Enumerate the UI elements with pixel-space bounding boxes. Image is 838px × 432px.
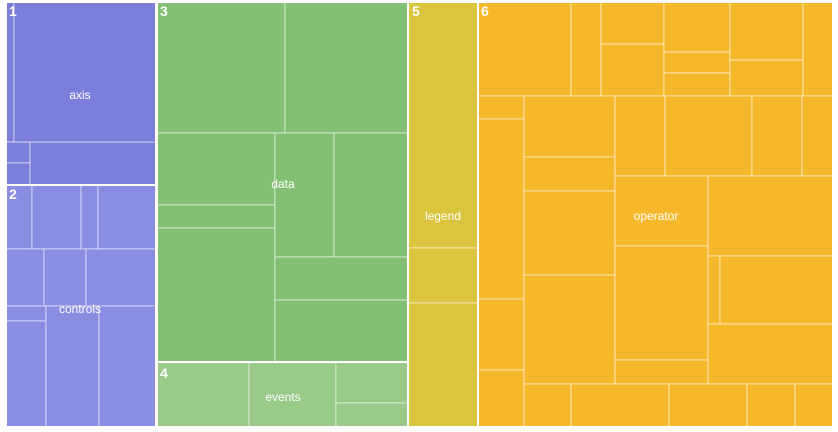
treemap-cell[interactable] <box>29 141 157 186</box>
treemap-cell[interactable] <box>477 95 525 120</box>
treemap-cell[interactable] <box>85 248 157 307</box>
treemap-cell[interactable] <box>333 132 409 258</box>
treemap-cell[interactable] <box>523 274 616 385</box>
treemap-group-operator[interactable]: 6 operator <box>477 1 834 428</box>
treemap-cell[interactable] <box>719 255 834 325</box>
treemap-cell[interactable] <box>663 1 731 53</box>
group-name-label: data <box>271 177 295 191</box>
treemap-cell[interactable] <box>523 95 616 158</box>
treemap-cell[interactable] <box>614 175 709 247</box>
treemap-cell[interactable] <box>5 1 15 143</box>
treemap-group-events[interactable]: 4 events <box>156 361 409 428</box>
treemap-cell[interactable] <box>477 369 525 428</box>
treemap-cell[interactable] <box>523 190 616 276</box>
treemap-cell[interactable] <box>43 248 87 307</box>
treemap-cell[interactable] <box>274 256 409 301</box>
treemap-cell[interactable] <box>570 383 670 428</box>
treemap-cell[interactable] <box>5 248 45 307</box>
treemap-cell[interactable] <box>407 302 479 428</box>
treemap-cell[interactable] <box>668 383 748 428</box>
treemap-cell[interactable] <box>45 305 100 428</box>
treemap-cell[interactable] <box>477 1 572 97</box>
treemap-cell[interactable] <box>156 204 276 229</box>
treemap-cell[interactable] <box>746 383 796 428</box>
treemap-cell[interactable] <box>156 1 286 134</box>
treemap-group-controls[interactable]: 2 controls <box>5 184 157 428</box>
treemap-cell[interactable] <box>729 59 804 97</box>
treemap-cell[interactable] <box>407 247 479 304</box>
treemap-cell[interactable] <box>663 51 731 74</box>
group-number-label: 1 <box>9 3 17 19</box>
group-name-label: events <box>265 390 300 404</box>
treemap-cell[interactable] <box>407 1 479 249</box>
treemap-cell[interactable] <box>802 1 834 97</box>
treemap-group-legend[interactable]: 5 legend <box>407 1 479 428</box>
treemap-cell[interactable] <box>614 95 666 177</box>
group-name-label: controls <box>59 302 101 316</box>
treemap-cell[interactable] <box>523 383 572 428</box>
group-name-label: axis <box>69 88 90 102</box>
treemap-cell[interactable] <box>794 383 834 428</box>
group-number-label: 3 <box>160 3 168 19</box>
treemap-group-data[interactable]: 3 data <box>156 1 409 363</box>
treemap-cell[interactable] <box>801 95 834 177</box>
group-number-label: 5 <box>412 3 420 19</box>
group-name-label: legend <box>425 209 461 223</box>
treemap-cell[interactable] <box>707 255 721 325</box>
treemap-cell[interactable] <box>156 227 276 363</box>
treemap-cell[interactable] <box>663 72 731 97</box>
treemap-cell[interactable] <box>523 156 616 192</box>
treemap-cell[interactable] <box>600 1 665 45</box>
treemap-cell[interactable] <box>614 245 709 361</box>
treemap-cell[interactable] <box>274 132 335 258</box>
treemap-cell[interactable] <box>97 184 157 250</box>
treemap-cell[interactable] <box>5 305 47 322</box>
treemap-cell[interactable] <box>156 361 250 428</box>
treemap-group-border <box>477 1 834 428</box>
treemap-cell[interactable] <box>98 305 157 428</box>
treemap-cell[interactable] <box>707 323 834 385</box>
treemap-cell[interactable] <box>5 141 31 164</box>
group-number-label: 4 <box>160 365 168 381</box>
treemap-cell[interactable] <box>707 175 834 257</box>
group-number-label: 6 <box>481 3 489 19</box>
treemap-cell[interactable] <box>570 1 602 97</box>
treemap-cell[interactable] <box>274 299 409 363</box>
treemap-group-axis[interactable]: 1 axis <box>5 1 157 186</box>
treemap-cell[interactable] <box>5 162 31 186</box>
treemap-cell[interactable] <box>600 43 665 97</box>
treemap-cell[interactable] <box>477 298 525 371</box>
treemap-cell[interactable] <box>5 320 47 428</box>
treemap-cell[interactable] <box>664 95 753 177</box>
group-name-label: operator <box>634 209 679 223</box>
treemap-cell[interactable] <box>31 184 82 250</box>
treemap-cell[interactable] <box>477 118 525 300</box>
group-number-label: 2 <box>9 186 17 202</box>
treemap-cell[interactable] <box>335 402 409 428</box>
treemap-cell[interactable] <box>80 184 99 250</box>
treemap-cell[interactable] <box>729 1 804 61</box>
treemap-cell[interactable] <box>751 95 803 177</box>
treemap-cell[interactable] <box>284 1 409 134</box>
treemap-cell[interactable] <box>156 132 276 206</box>
treemap-cell[interactable] <box>335 361 409 404</box>
treemap-cell[interactable] <box>13 1 157 143</box>
treemap-cell[interactable] <box>614 359 709 385</box>
